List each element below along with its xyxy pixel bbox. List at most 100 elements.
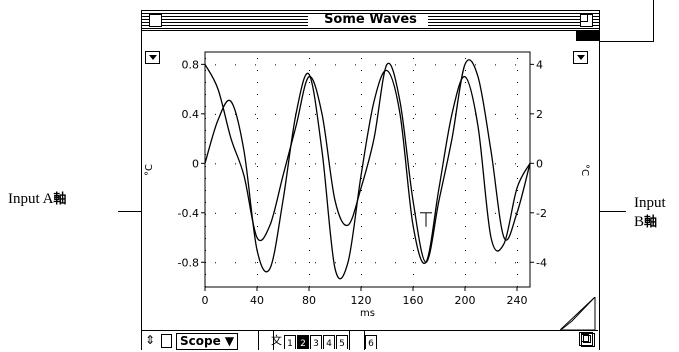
- grid-dot: [355, 64, 356, 66]
- right-axis-label: °C: [579, 164, 590, 176]
- scroll-arrows-icon[interactable]: ⇕: [145, 333, 156, 347]
- grid-dot: [465, 214, 466, 215]
- grid-dot: [465, 94, 466, 95]
- grid-dot: [309, 190, 310, 191]
- grid-dot: [361, 250, 362, 251]
- grid-dot: [257, 130, 258, 131]
- grid-dot: [361, 202, 362, 203]
- grid-dot: [435, 113, 436, 115]
- grid-dot: [415, 113, 416, 115]
- close-box-icon[interactable]: [149, 14, 162, 27]
- grid-dot: [257, 286, 258, 287]
- resize-corner-bar: [576, 31, 599, 41]
- grid-dot: [295, 163, 296, 165]
- grid-dot: [309, 82, 310, 83]
- tab-1[interactable]: 1: [284, 335, 296, 349]
- grid-dot: [361, 262, 362, 263]
- grid-dot: [309, 130, 310, 131]
- callout-input-a-text: Input A: [8, 191, 54, 207]
- grid-dot: [235, 262, 236, 264]
- grid-dot: [205, 262, 206, 263]
- grid-dot: [361, 238, 362, 239]
- grid-dot: [517, 214, 518, 215]
- tab-6[interactable]: 6: [365, 335, 377, 349]
- title-bar[interactable]: Some Waves: [142, 11, 599, 31]
- grid-dot: [215, 113, 216, 115]
- grid-dot: [295, 64, 296, 66]
- grid-dot: [257, 70, 258, 71]
- grid-dot: [309, 106, 310, 107]
- grid-dot: [215, 163, 216, 165]
- grid-dot: [465, 250, 466, 251]
- right-axis-menu-button[interactable]: [573, 51, 588, 64]
- text-tool-icon[interactable]: 文: [271, 334, 282, 347]
- left-tick-label: -0.8: [178, 256, 199, 269]
- grid-dot: [361, 58, 362, 59]
- grid-dot: [215, 212, 216, 214]
- grid-dot: [413, 250, 414, 251]
- grid-dot: [515, 262, 516, 264]
- x-axis-label: ms: [360, 308, 375, 319]
- grid-dot: [257, 82, 258, 83]
- grid-dot: [257, 226, 258, 227]
- grid-dot: [315, 163, 316, 165]
- grow-box-bottom-icon[interactable]: [579, 332, 593, 346]
- tab-3[interactable]: 3: [310, 335, 322, 349]
- grid-dot: [465, 130, 466, 131]
- grid-dot: [205, 166, 206, 167]
- grid-dot: [205, 118, 206, 119]
- callout-input-b-glyph: 軸: [644, 215, 658, 230]
- grid-dot: [413, 106, 414, 107]
- grid-dot: [361, 94, 362, 95]
- grid-dot: [315, 113, 316, 115]
- grid-dot: [395, 212, 396, 214]
- grid-dot: [495, 64, 496, 66]
- tab-4[interactable]: 4: [323, 335, 335, 349]
- grid-dot: [215, 262, 216, 264]
- series-line-input-b: [204, 59, 531, 263]
- tab-5[interactable]: 5: [336, 335, 348, 349]
- grid-dot: [465, 178, 466, 179]
- grid-dot: [517, 238, 518, 239]
- grid-dot: [275, 64, 276, 66]
- grid-dot: [517, 70, 518, 71]
- grid-dot: [495, 212, 496, 214]
- zoom-callout-horizontal-leader: [598, 41, 654, 42]
- grid-dot: [309, 154, 310, 155]
- grid-dot: [517, 154, 518, 155]
- grid-dot: [413, 262, 414, 263]
- grid-dot: [475, 262, 476, 264]
- bottom-toolbar: ⇕ Scope ▼ 文 1 2 3 4 5 6: [141, 330, 598, 350]
- grid-dot: [205, 82, 206, 83]
- left-axis-menu-button[interactable]: [145, 51, 160, 64]
- grid-dot: [257, 202, 258, 203]
- right-tick-label: 4: [536, 58, 543, 71]
- grid-dot: [257, 274, 258, 275]
- grid-dot: [361, 130, 362, 131]
- grid-dot: [205, 154, 206, 155]
- grid-dot: [275, 113, 276, 115]
- left-tick-label: 0.8: [182, 58, 200, 71]
- grid-dot: [235, 212, 236, 214]
- grid-dot: [495, 163, 496, 165]
- grid-dot: [455, 64, 456, 66]
- page-icon: [258, 330, 274, 350]
- document-icon[interactable]: [161, 334, 172, 348]
- grid-dot: [413, 58, 414, 59]
- zoom-box-icon[interactable]: [580, 14, 593, 27]
- series-line-input-a: [204, 69, 531, 280]
- grid-dot: [275, 212, 276, 214]
- tab-2[interactable]: 2: [297, 335, 309, 349]
- x-tick-label: 0: [202, 294, 209, 307]
- grid-dot: [315, 212, 316, 214]
- grid-dot: [435, 262, 436, 264]
- grid-dot: [205, 58, 206, 59]
- grid-dot: [275, 262, 276, 264]
- grid-dot: [309, 274, 310, 275]
- grid-dot: [255, 163, 256, 165]
- grid-dot: [257, 190, 258, 191]
- grid-dot: [361, 274, 362, 275]
- mode-selector[interactable]: Scope ▼: [176, 333, 239, 350]
- grid-dot: [465, 82, 466, 83]
